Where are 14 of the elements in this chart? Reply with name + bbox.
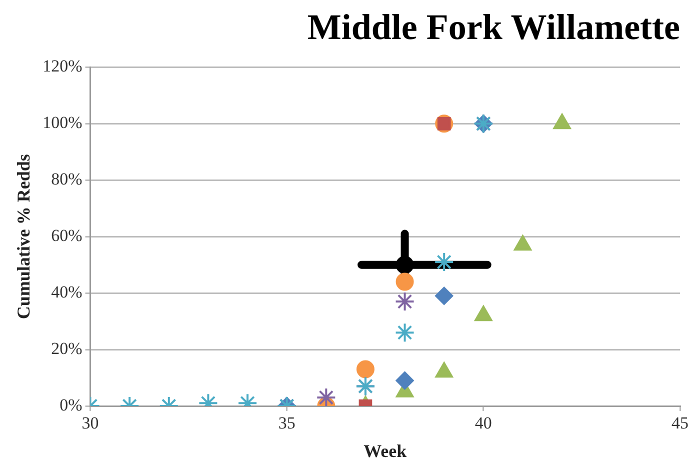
y-tick-label: 100%	[42, 113, 82, 132]
y-tick-label: 20%	[51, 339, 82, 358]
y-tick-label: 120%	[42, 56, 82, 76]
chart-title: Middle Fork Willamette	[307, 6, 680, 47]
x-tick-label: 30	[82, 414, 99, 433]
y-tick-label: 80%	[51, 170, 82, 189]
y-tick-label: 0%	[60, 395, 82, 414]
y-tick-label: 60%	[51, 226, 82, 246]
x-axis-title: Week	[364, 440, 407, 461]
x-tick-label: 40	[474, 414, 492, 433]
x-tick-label: 45	[672, 414, 688, 433]
x-tick-label: 35	[278, 414, 296, 433]
y-axis-title: Cumulative % Redds	[13, 154, 34, 320]
y-tick-label: 40%	[51, 282, 82, 302]
